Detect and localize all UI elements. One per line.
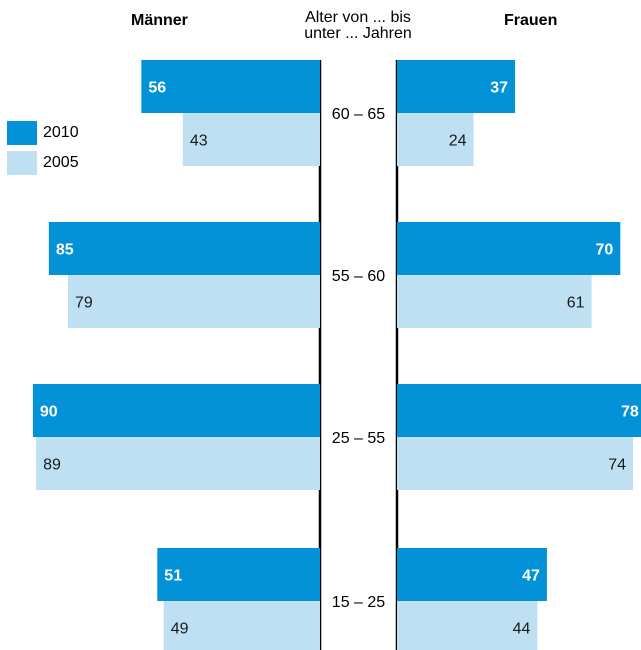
- men-value-label-2010-2: 90: [40, 404, 58, 421]
- women-value-label-2010-1: 70: [596, 242, 614, 259]
- legend-item-2005: 2005: [7, 151, 79, 175]
- legend-swatch-2005: [7, 151, 37, 175]
- men-bar-2010-1: [48, 222, 320, 275]
- age-header-line2: unter ... Jahren: [304, 25, 412, 42]
- women-value-label-2005-1: 61: [567, 295, 585, 312]
- men-value-label-2010-3: 51: [164, 568, 182, 585]
- women-bar-2010-2: [397, 384, 641, 437]
- age-category-label-2: 25 – 55: [332, 430, 385, 447]
- women-value-label-2005-0: 24: [449, 133, 467, 150]
- women-bar-2005-2: [397, 437, 634, 490]
- men-value-label-2005-0: 43: [190, 133, 208, 150]
- women-bar-2005-0: [397, 113, 474, 166]
- men-bar-2010-2: [32, 384, 321, 437]
- men-value-label-2005-1: 79: [75, 295, 93, 312]
- men-bar-2005-1: [67, 275, 321, 328]
- women-value-label-2010-3: 47: [522, 568, 540, 585]
- women-bar-2010-1: [397, 222, 621, 275]
- age-header-line1: Alter von ... bis: [305, 9, 411, 26]
- men-value-label-2005-3: 49: [171, 621, 189, 638]
- women-bar-2005-3: [397, 601, 538, 650]
- women-bar-2010-0: [397, 60, 516, 113]
- age-category-label-0: 60 – 65: [332, 106, 385, 123]
- men-value-label-2010-0: 56: [148, 80, 166, 97]
- men-header: Männer: [131, 12, 188, 29]
- men-bar-2005-0: [182, 113, 320, 166]
- age-header: Alter von ... bis unter ... Jahren: [285, 10, 431, 42]
- women-bar-2010-3: [397, 548, 547, 601]
- women-value-label-2010-0: 37: [490, 80, 508, 97]
- legend-swatch-2010: [7, 121, 37, 145]
- women-bar-2005-1: [397, 275, 592, 328]
- age-category-label-1: 55 – 60: [332, 268, 385, 285]
- men-bar-2010-3: [157, 548, 320, 601]
- legend-item-2010: 2010: [7, 121, 79, 145]
- women-value-label-2010-2: 78: [621, 404, 639, 421]
- women-header: Frauen: [504, 12, 558, 29]
- women-value-label-2005-2: 74: [608, 457, 626, 474]
- men-bar-2005-3: [163, 601, 320, 650]
- age-category-label-3: 15 – 25: [332, 594, 385, 611]
- women-value-label-2005-3: 44: [513, 621, 531, 638]
- men-bar-2005-2: [36, 437, 321, 490]
- men-value-label-2010-1: 85: [56, 242, 74, 259]
- legend-label-2005: 2005: [43, 154, 79, 171]
- men-bar-2010-0: [141, 60, 320, 113]
- legend-label-2010: 2010: [43, 124, 79, 141]
- men-value-label-2005-2: 89: [43, 457, 61, 474]
